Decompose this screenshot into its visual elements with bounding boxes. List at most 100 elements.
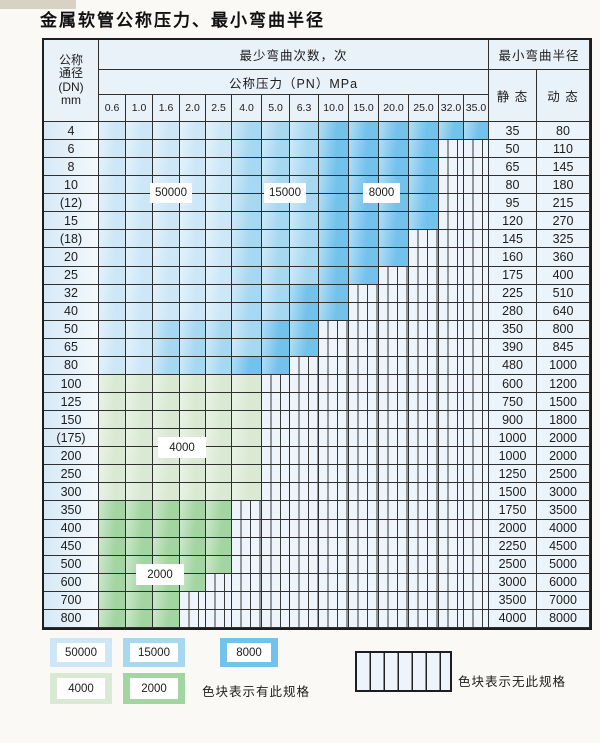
dynamic-value: 270 xyxy=(537,212,590,231)
no-spec-cell xyxy=(262,374,290,394)
no-spec-cell xyxy=(464,411,489,430)
no-spec-cell xyxy=(349,411,379,430)
cycle-cell xyxy=(319,140,349,159)
no-spec-cell xyxy=(379,411,409,430)
cycle-cell xyxy=(290,140,319,159)
no-spec-cell xyxy=(319,411,349,430)
no-spec-cell xyxy=(464,555,489,574)
cycle-cell xyxy=(126,266,153,285)
dynamic-value: 110 xyxy=(537,140,590,159)
cycle-cell xyxy=(206,519,232,538)
legend-chip: 8000 xyxy=(220,638,278,667)
no-spec-cell xyxy=(464,501,489,520)
dn-cell: 400 xyxy=(44,519,99,538)
cycle-cell xyxy=(180,338,206,357)
no-spec-cell xyxy=(464,266,489,285)
no-spec-cell xyxy=(349,302,379,321)
no-spec-cell xyxy=(349,338,379,357)
cycle-cell xyxy=(99,212,126,231)
legend-available-note: 色块表示有此规格 xyxy=(202,685,311,699)
no-spec-cell xyxy=(439,338,464,357)
dynamic-header: 动 态 xyxy=(537,70,590,122)
cycle-cell xyxy=(126,519,153,538)
no-spec-cell xyxy=(319,374,349,394)
no-spec-cell xyxy=(319,555,349,574)
no-spec-cell xyxy=(409,248,439,267)
no-spec-cell xyxy=(349,537,379,556)
dynamic-value: 3500 xyxy=(537,501,590,520)
cycle-cell xyxy=(206,393,232,412)
no-spec-cell xyxy=(232,537,262,556)
static-value: 1000 xyxy=(489,447,537,466)
no-spec-cell xyxy=(439,501,464,520)
pressure-tick: 6.3 xyxy=(290,95,319,122)
cycle-cell xyxy=(290,302,319,321)
dn-cell: 600 xyxy=(44,573,99,592)
legend-unavailable-swatch xyxy=(355,651,452,692)
cycle-cell xyxy=(126,176,153,195)
pressure-tick: 5.0 xyxy=(262,95,290,122)
no-spec-cell xyxy=(206,573,232,592)
cycle-cell xyxy=(262,230,290,249)
static-value: 35 xyxy=(489,122,537,141)
dn-cell: (12) xyxy=(44,194,99,213)
no-spec-cell xyxy=(464,230,489,249)
cycle-cell xyxy=(180,519,206,538)
dn-cell: 200 xyxy=(44,447,99,466)
cycle-cell xyxy=(153,537,180,556)
static-value: 175 xyxy=(489,266,537,285)
pressure-tick: 2.5 xyxy=(206,95,232,122)
cycle-cell xyxy=(206,465,232,484)
no-spec-cell xyxy=(349,609,379,628)
cycle-cell xyxy=(153,122,180,141)
dynamic-value: 2000 xyxy=(537,429,590,448)
cycle-cell xyxy=(232,356,262,375)
no-spec-cell xyxy=(439,411,464,430)
dynamic-value: 4500 xyxy=(537,537,590,556)
no-spec-cell xyxy=(409,266,439,285)
cycle-cell xyxy=(206,483,232,502)
no-spec-cell xyxy=(319,320,349,339)
cycle-cell xyxy=(349,248,379,267)
cycle-cell xyxy=(409,194,439,213)
dn-cell: 350 xyxy=(44,501,99,520)
cycle-cell xyxy=(126,284,153,303)
no-spec-cell xyxy=(379,519,409,538)
cycle-cell xyxy=(206,212,232,231)
static-value: 3000 xyxy=(489,573,537,592)
no-spec-cell xyxy=(319,447,349,466)
cycle-cell xyxy=(99,429,126,448)
cycle-cell xyxy=(232,411,262,430)
cycle-zone-label: 4000 xyxy=(158,437,206,458)
no-spec-cell xyxy=(290,447,319,466)
no-spec-cell xyxy=(439,429,464,448)
dn-cell: 40 xyxy=(44,302,99,321)
no-spec-cell xyxy=(349,591,379,610)
pressure-tick: 35.0 xyxy=(464,95,489,122)
no-spec-cell xyxy=(349,519,379,538)
no-spec-cell xyxy=(349,501,379,520)
pressure-tick: 4.0 xyxy=(232,95,262,122)
static-value: 900 xyxy=(489,411,537,430)
no-spec-cell xyxy=(409,501,439,520)
dn-cell: 150 xyxy=(44,411,99,430)
cycle-cell xyxy=(153,158,180,177)
cycle-cell xyxy=(232,465,262,484)
cycle-cell xyxy=(232,122,262,141)
no-spec-cell xyxy=(232,591,262,610)
no-spec-cell xyxy=(379,266,409,285)
cycle-cell xyxy=(126,465,153,484)
no-spec-cell xyxy=(439,176,464,195)
no-spec-cell xyxy=(464,483,489,502)
cycle-cell xyxy=(232,320,262,339)
dn-cell: 250 xyxy=(44,465,99,484)
dynamic-value: 1200 xyxy=(537,374,590,394)
cycle-cell xyxy=(99,393,126,412)
cycle-cell xyxy=(126,338,153,357)
cycle-cell xyxy=(180,248,206,267)
cycle-cell xyxy=(126,230,153,249)
dn-cell: 50 xyxy=(44,320,99,339)
cycle-cell xyxy=(153,483,180,502)
no-spec-cell xyxy=(439,555,464,574)
cycle-cell xyxy=(153,248,180,267)
